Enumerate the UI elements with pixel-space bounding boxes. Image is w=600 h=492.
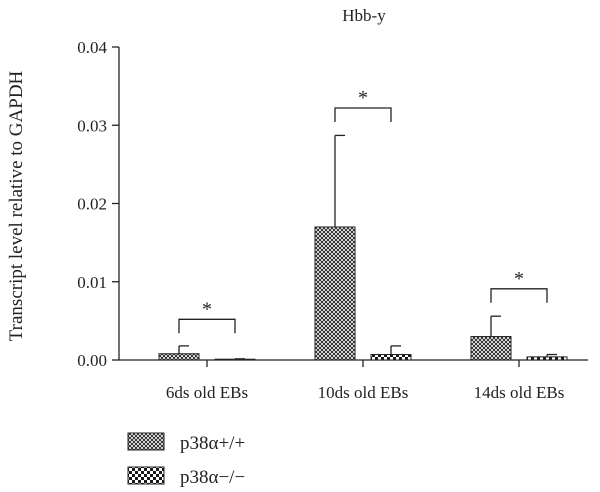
y-tick-label: 0.04 [77, 38, 107, 57]
bar-wildtype [158, 353, 200, 361]
x-tick-label: 14ds old EBs [474, 383, 565, 402]
y-tick-label: 0.02 [77, 195, 107, 214]
y-tick-label: 0.01 [77, 273, 107, 292]
error-bars [178, 134, 557, 360]
x-tick-label: 6ds old EBs [166, 383, 248, 402]
significance-bracket [334, 107, 392, 123]
x-axis: 6ds old EBs 10ds old EBs 14ds old EBs [119, 359, 588, 402]
y-tick-label: 0.03 [77, 116, 107, 135]
legend-swatch [127, 432, 165, 451]
y-tick-label: 0.00 [77, 351, 107, 370]
x-tick-label: 10ds old EBs [318, 383, 409, 402]
bar-wildtype [314, 226, 356, 361]
significance-label: * [514, 268, 524, 290]
y-axis-label: Transcript level relative to GAPDH [6, 70, 27, 341]
significance-bracket [490, 288, 548, 303]
significance-markers: * * * [178, 87, 548, 334]
bar-knockout [526, 356, 568, 361]
chart-title: Hbb-y [342, 6, 386, 25]
bar-knockout [370, 354, 412, 361]
legend-swatch [127, 466, 165, 485]
legend-label: p38α−/− [180, 467, 245, 488]
legend-label: p38α+/+ [180, 433, 245, 454]
y-axis: 0.00 0.01 0.02 0.03 0.04 [77, 38, 120, 370]
significance-label: * [202, 298, 212, 320]
legend: p38α+/+ p38α−/− [127, 432, 245, 488]
bar-series-group [158, 226, 568, 361]
significance-label: * [358, 87, 368, 109]
significance-bracket [178, 318, 236, 334]
bar-wildtype [470, 336, 512, 361]
